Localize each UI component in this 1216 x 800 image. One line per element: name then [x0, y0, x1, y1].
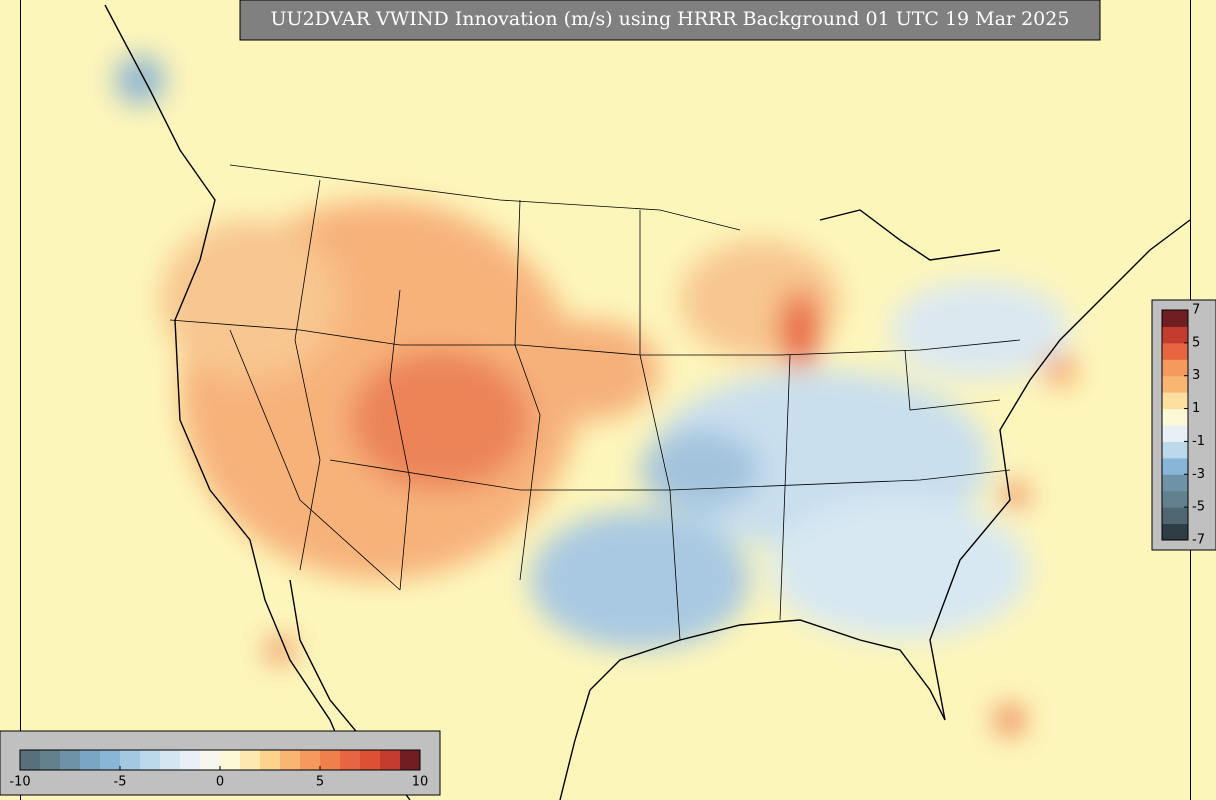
colorbar-tick-label: 3	[1192, 368, 1200, 383]
colorbar-swatch	[1162, 359, 1188, 377]
colorbar-swatch	[200, 750, 221, 770]
colorbar-swatch	[20, 750, 41, 770]
colorbar-swatch	[1162, 310, 1188, 327]
colorbar-swatch	[1162, 408, 1188, 426]
colorbar-swatch	[1162, 375, 1188, 393]
colorbar-tick-label: 7	[1192, 303, 1200, 318]
colorbar-tick-label: -3	[1192, 467, 1205, 482]
colorbar-tick-label: -5	[1192, 500, 1205, 515]
colorbar-outline	[1161, 309, 1189, 541]
colorbar-swatch	[320, 750, 341, 770]
colorbar-tick-label: 10	[412, 775, 429, 790]
coastlines	[104, 4, 1191, 800]
colorbar-swatch	[40, 750, 61, 770]
colorbar-swatch	[1162, 425, 1188, 442]
map-title: UU2DVAR VWIND Innovation (m/s) using HRR…	[271, 8, 1070, 30]
colorbar-swatch	[1162, 326, 1188, 344]
colorbar-swatch	[340, 750, 361, 770]
colorbar-swatch	[300, 750, 321, 770]
colorbar-swatch	[1162, 490, 1188, 508]
colorbar-swatch	[1162, 507, 1188, 525]
colorbar-tick-label: -10	[9, 775, 30, 790]
colorbar-swatch	[280, 750, 301, 770]
colorbar-tick-label: 5	[316, 775, 324, 790]
colorbar-swatch	[260, 750, 281, 770]
colorbar-swatch	[100, 750, 121, 770]
colorbar-swatch	[1162, 342, 1188, 360]
colorbar-tick-label: 5	[1192, 335, 1200, 350]
colorbar-swatch	[1162, 457, 1188, 475]
colorbar-tick-label: 1	[1192, 401, 1200, 416]
colorbar-swatch	[160, 750, 181, 770]
colorbar-swatch	[1162, 474, 1188, 492]
colorbar-tick-label: -1	[1192, 434, 1205, 449]
colorbar-swatch	[360, 750, 381, 770]
colorbar-tick-label: -5	[114, 775, 127, 790]
colorbar-swatch	[380, 750, 401, 770]
colorbar-swatch	[400, 750, 421, 770]
colorbar-swatch	[1162, 392, 1188, 410]
title-box	[239, 0, 1101, 41]
colorbar-swatch	[120, 750, 141, 770]
colorbar-swatch	[80, 750, 101, 770]
colorbar-swatch	[140, 750, 161, 770]
colorbar-swatch	[1162, 441, 1188, 459]
field-shading	[115, 55, 1076, 734]
colorbar-tick-label: 0	[216, 775, 224, 790]
map-frame	[20, 0, 21, 800]
colorbar-swatch	[240, 750, 261, 770]
colorbar-swatch	[180, 750, 201, 770]
borders	[169, 164, 1021, 641]
colorbar-tick-label: -7	[1192, 533, 1205, 548]
colorbar-swatch	[60, 750, 81, 770]
colorbar-swatch	[220, 750, 241, 770]
colorbar-swatch	[1162, 523, 1188, 541]
